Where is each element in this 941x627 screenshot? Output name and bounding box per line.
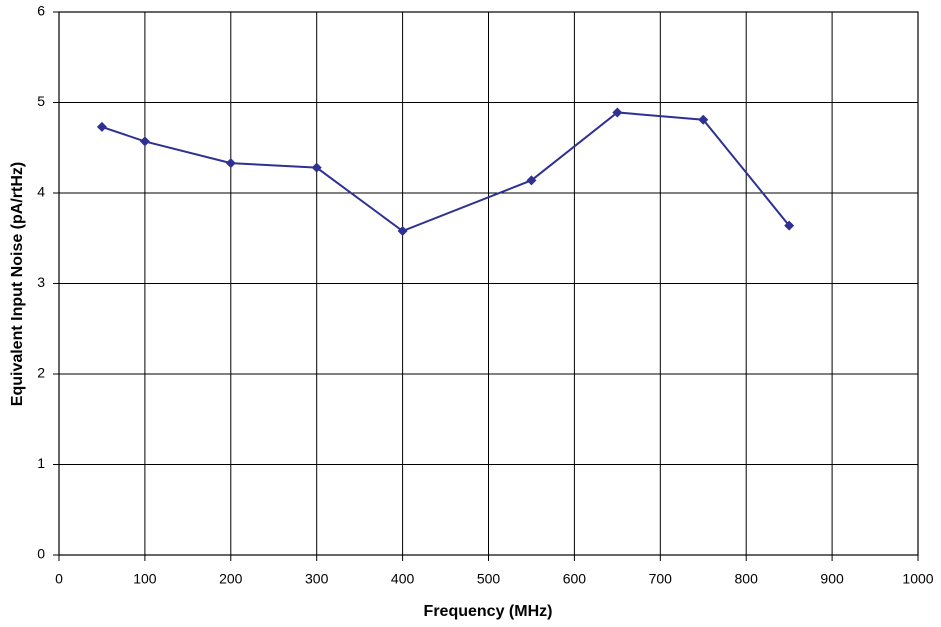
data-point xyxy=(139,136,150,147)
x-tick-label: 600 xyxy=(563,571,587,587)
y-tick-label: 0 xyxy=(37,546,45,562)
y-tick-label: 4 xyxy=(37,184,45,200)
x-tick-label: 900 xyxy=(820,571,844,587)
y-tick-label: 2 xyxy=(37,365,45,381)
x-tick-label: 100 xyxy=(133,571,157,587)
x-tick-label: 400 xyxy=(391,571,415,587)
x-tick-label: 0 xyxy=(55,571,63,587)
data-point xyxy=(311,162,322,173)
y-tick-label: 1 xyxy=(37,455,45,471)
data-point xyxy=(698,114,709,125)
x-tick-label: 800 xyxy=(735,571,759,587)
x-axis-title: Frequency (MHz) xyxy=(424,603,553,620)
data-point xyxy=(526,175,537,186)
x-tick-label: 300 xyxy=(305,571,329,587)
x-tick-label: 200 xyxy=(219,571,243,587)
data-point xyxy=(225,158,236,169)
x-tick-label: 700 xyxy=(649,571,673,587)
y-tick-label: 6 xyxy=(37,3,45,19)
data-point xyxy=(96,121,107,132)
data-point xyxy=(784,220,795,231)
y-tick-label: 5 xyxy=(37,93,45,109)
x-tick-label: 500 xyxy=(477,571,501,587)
x-tick-label: 1000 xyxy=(902,571,933,587)
y-axis-title: Equivalent Input Noise (pA/rtHz) xyxy=(9,162,26,406)
data-point xyxy=(397,226,408,237)
data-point xyxy=(612,107,623,118)
y-tick-label: 3 xyxy=(37,274,45,290)
data-line xyxy=(101,111,790,233)
plot-border xyxy=(58,11,919,556)
